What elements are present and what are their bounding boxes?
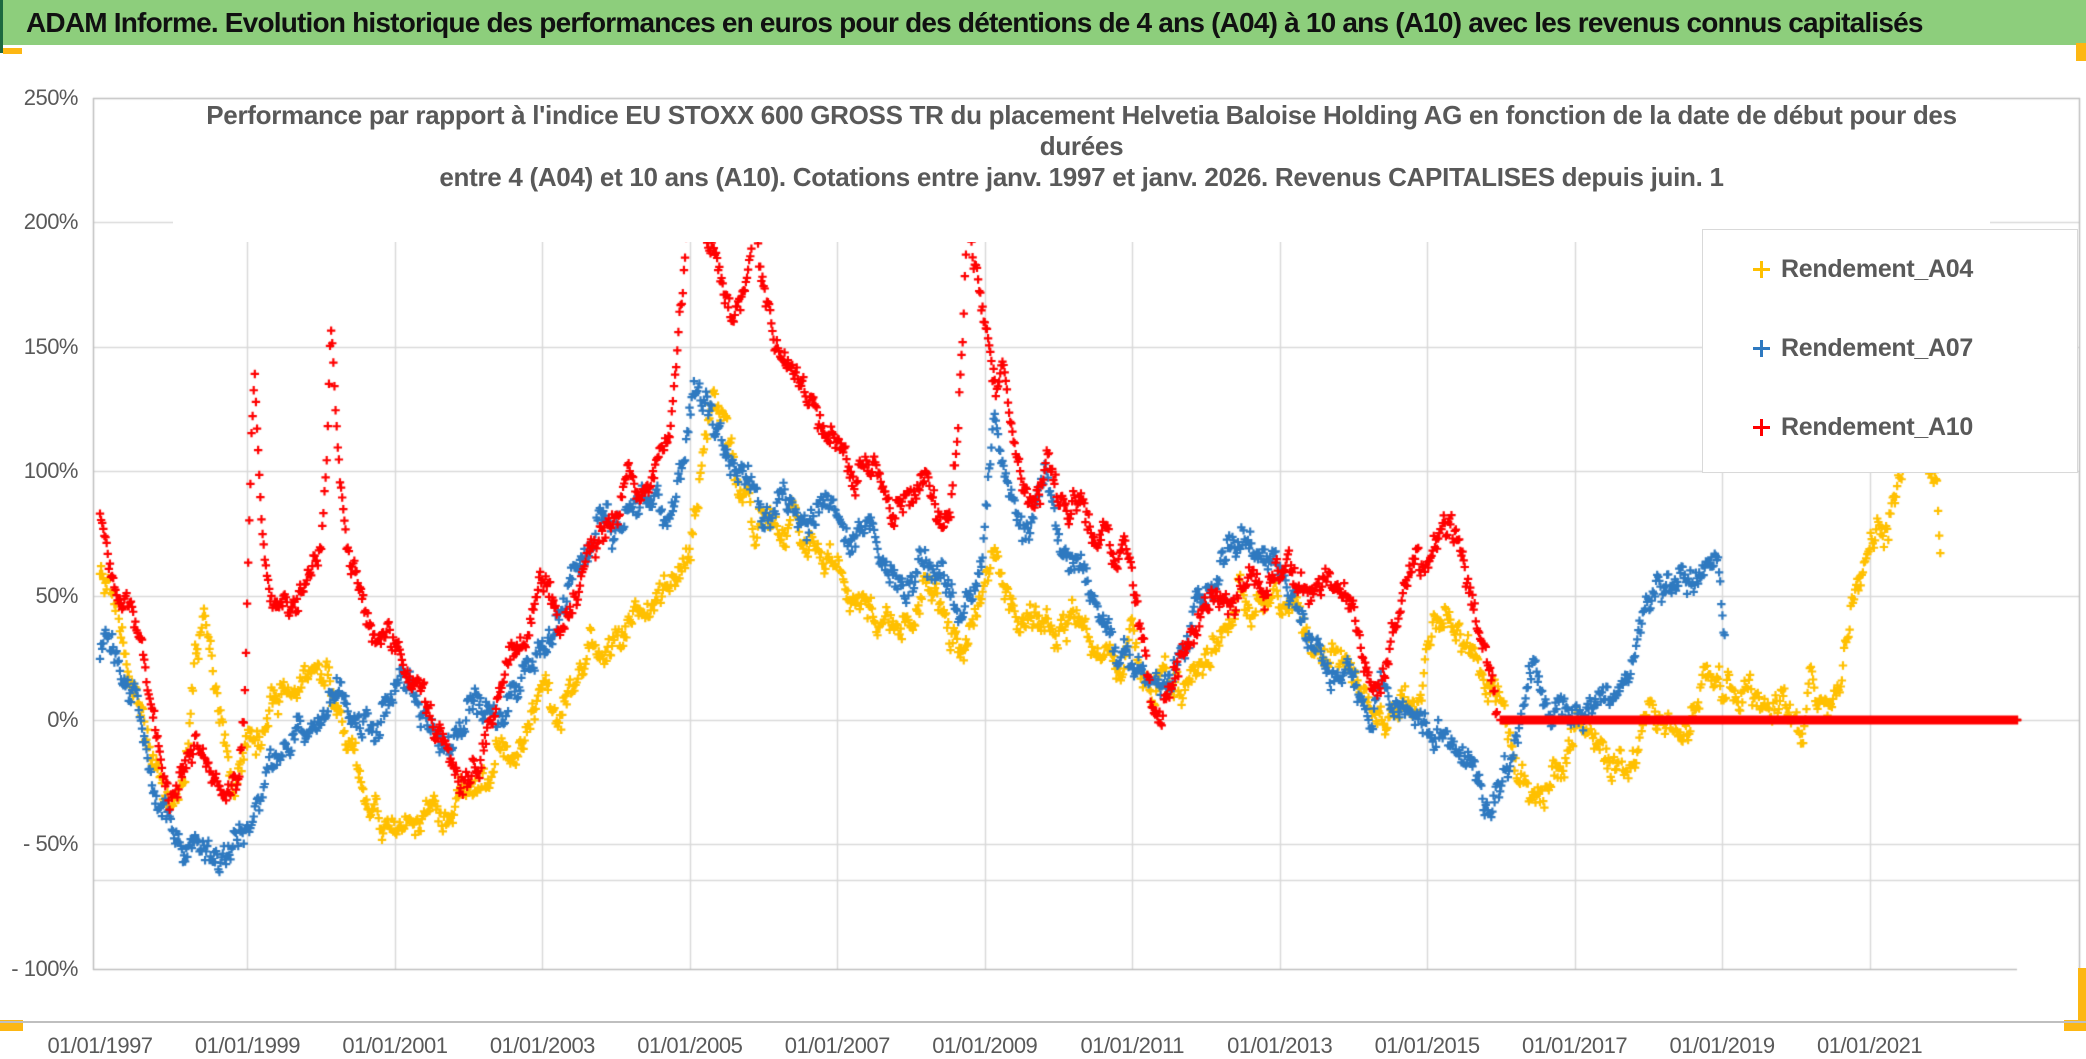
x-tick-label: 01/01/2015 [1374, 1033, 1481, 1058]
x-tick-label: 01/01/2003 [489, 1033, 596, 1058]
legend-label: Rendement_A04 [1781, 254, 1973, 283]
legend-item-rendement_a10: Rendement_A10 [1753, 411, 1973, 443]
chart-title-line-3: entre 4 (A04) et 10 ans (A10). Cotations… [439, 162, 1724, 192]
y-tick-label: 250% [23, 84, 79, 110]
y-tick-label: 50% [35, 582, 78, 608]
legend-item-rendement_a07: Rendement_A07 [1753, 332, 1973, 364]
y-tick-label: 150% [23, 333, 79, 359]
x-tick-label: 01/01/1999 [194, 1033, 301, 1058]
page-header: ADAM Informe. Evolution historique des p… [0, 0, 2086, 45]
orange-accent-left-top [3, 48, 22, 54]
chart-background: Performance par rapport à l'indice EU ST… [0, 45, 2086, 1058]
legend-item-rendement_a04: Rendement_A04 [1753, 253, 1973, 285]
y-tick-label: - 50% [23, 831, 78, 857]
x-tick-label: 01/01/2011 [1080, 1033, 1184, 1058]
x-tick-label: 01/01/2017 [1522, 1033, 1628, 1058]
chart-title: Performance par rapport à l'indice EU ST… [173, 100, 1990, 242]
y-tick-label: - 100% [11, 955, 78, 981]
y-tick-label: 200% [23, 209, 79, 235]
x-tick-label: 01/01/2021 [1816, 1033, 1923, 1058]
page-header-title: ADAM Informe. Evolution historique des p… [26, 6, 1923, 38]
x-tick-label: 01/01/1997 [47, 1033, 153, 1058]
orange-accent-bottom-left [0, 1020, 23, 1031]
y-tick-label: 0% [47, 707, 78, 732]
orange-accent-right-top [2076, 43, 2086, 61]
x-tick-label: 01/01/2009 [932, 1033, 1038, 1058]
legend-label: Rendement_A07 [1781, 333, 1973, 362]
y-tick-label: 100% [23, 458, 79, 484]
plus-marker-icon [1753, 339, 1770, 357]
left-edge-accent [0, 0, 3, 53]
x-tick-label: 01/01/2005 [637, 1033, 743, 1058]
orange-accent-right-strip [2078, 968, 2086, 1031]
x-tick-label: 01/01/2007 [784, 1033, 891, 1058]
plus-marker-icon [1753, 418, 1770, 436]
bottom-divider-line [0, 1021, 2086, 1023]
legend-label: Rendement_A10 [1781, 412, 1973, 441]
x-tick-label: 01/01/2019 [1669, 1033, 1775, 1058]
x-tick-label: 01/01/2001 [342, 1033, 448, 1058]
chart-title-line-2: durées [1039, 131, 1124, 161]
chart-title-line-1: Performance par rapport à l'indice EU ST… [206, 100, 1957, 130]
orange-accent-bottom-right [2064, 1020, 2086, 1031]
chart-legend: Rendement_A04 Rendement_A07 Rendement_A10 [1702, 229, 2078, 473]
x-tick-label: 01/01/2013 [1227, 1033, 1333, 1058]
plus-marker-icon [1753, 260, 1770, 278]
